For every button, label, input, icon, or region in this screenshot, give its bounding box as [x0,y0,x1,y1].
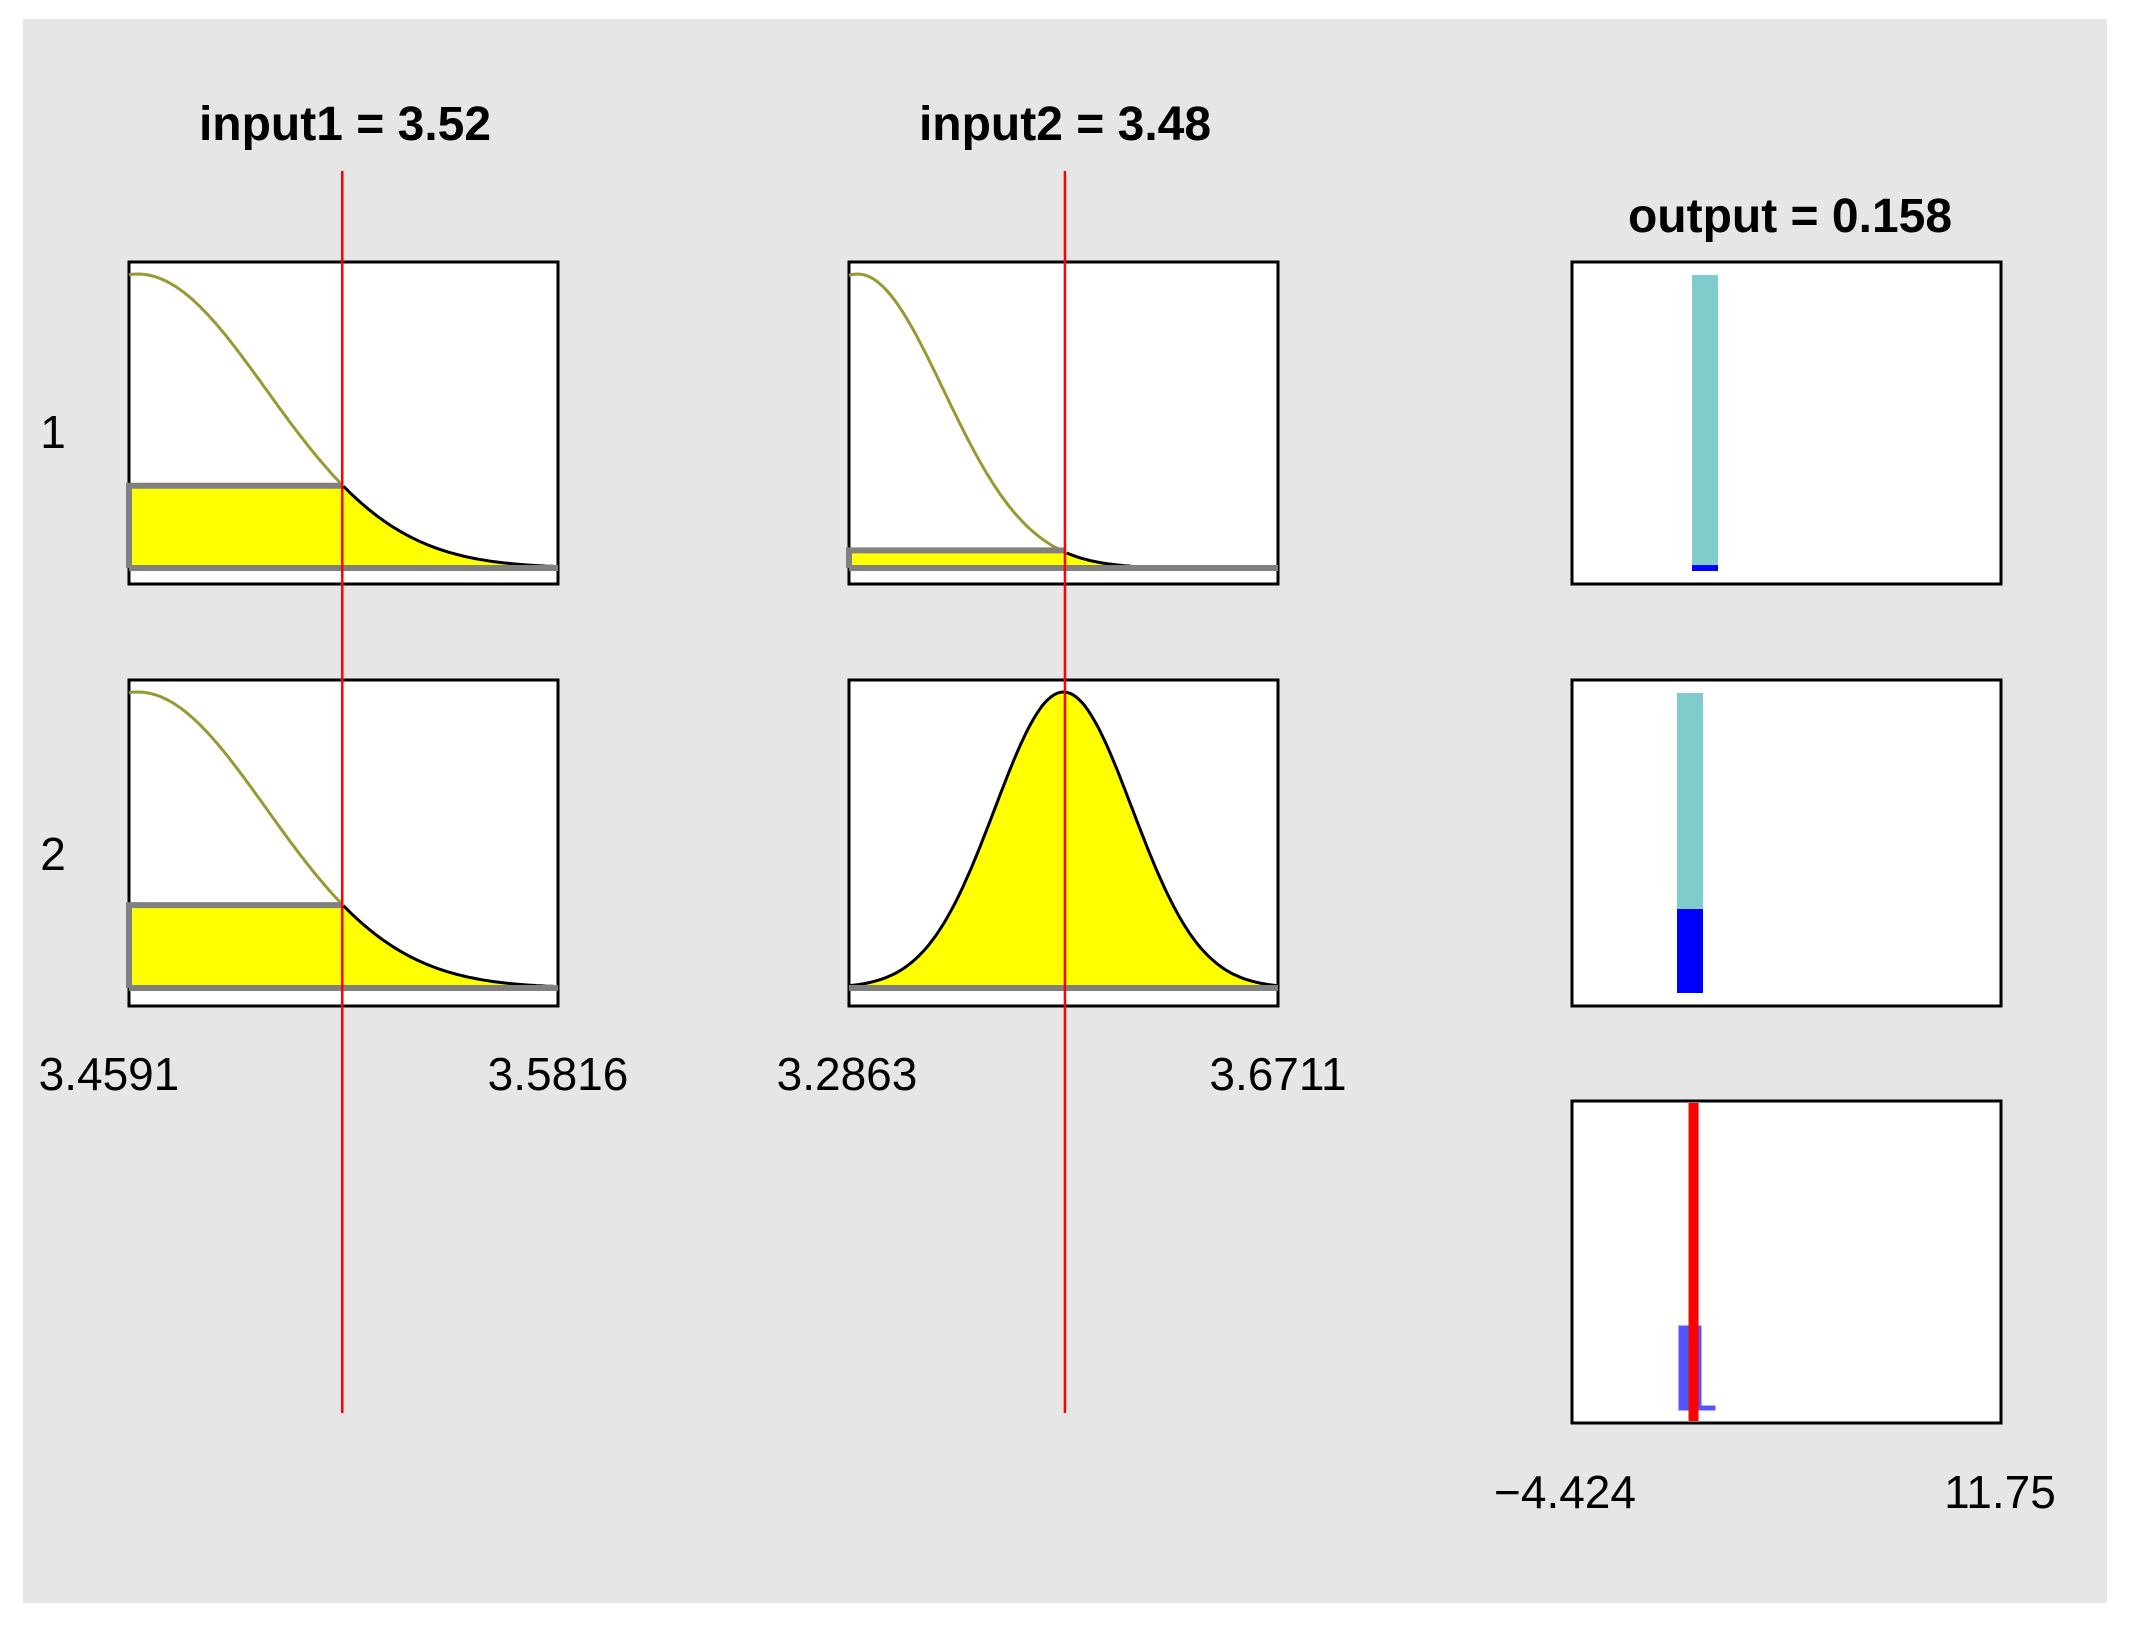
rule-1-input2-mf-curve [848,272,1065,553]
rule-2-input1-mf-curve [128,690,342,904]
input1-title: input1 = 3.52 [199,98,491,151]
aggregate-output-frame [1570,1099,2003,1425]
input2-title: input2 = 3.48 [919,98,1211,151]
rule-2-output-frame [1570,678,2003,1008]
defuzzified-output-line [1688,1103,1699,1421]
rule-1-label: 1 [40,406,66,458]
input1-max-label: 3.5816 [488,1048,629,1100]
rule-2-input1-mf-edge [342,904,559,989]
output-max-label: 11.75 [1944,1466,2056,1518]
output-min-label: −4.424 [1494,1466,1636,1518]
rule-1-output-fired-bar [1692,565,1718,571]
rule-2-label: 2 [40,828,66,880]
rule-1-input2-plot[interactable] [846,260,1280,586]
rule-1-output-bar [1692,275,1718,571]
input1-min-label: 3.4591 [39,1048,180,1100]
rule-1-output-frame [1570,260,2003,586]
input2-min-label: 3.2863 [777,1048,918,1100]
rule-1-input2-fired-area [849,550,1278,568]
output-title: output = 0.158 [1628,190,1952,243]
rule-1-input1-mf-curve [128,272,342,485]
rule-1-input1-mf-edge [342,485,559,569]
rule-1-output-plot[interactable] [1570,260,2003,586]
rule-1-input2-frame [847,260,1280,586]
rule-1-input2-level-outline [846,547,1278,571]
rule-2-input2-fired-area [849,692,1278,988]
aggregate-output-plot[interactable] [1570,1099,2003,1425]
rule-2-input2-plot[interactable] [847,678,1280,1008]
rule-2-output-plot[interactable] [1570,678,2003,1008]
rule-2-input2-mf-curve [848,690,1279,988]
input2-max-label: 3.6711 [1209,1048,1346,1100]
rule-2-output-fired-bar [1677,909,1703,993]
